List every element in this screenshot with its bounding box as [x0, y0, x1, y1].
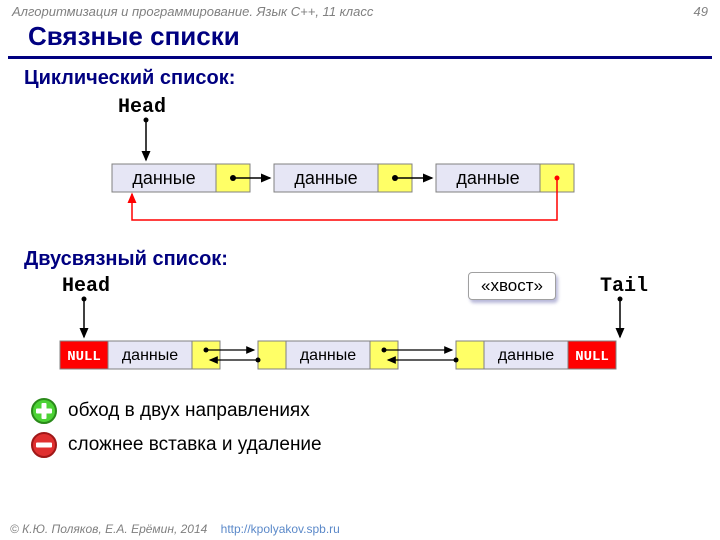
svg-text:данные: данные: [456, 168, 519, 188]
svg-text:данные: данные: [300, 347, 356, 364]
svg-text:данные: данные: [132, 168, 195, 188]
course-name: Алгоритмизация и программирование. Язык …: [12, 4, 373, 19]
svg-text:данные: данные: [498, 347, 554, 364]
benefit-minus-row: сложнее вставка и удаление: [0, 431, 720, 459]
footer-copyright: © К.Ю. Поляков, Е.А. Ерёмин, 2014: [10, 522, 207, 536]
page-title: Связные списки: [8, 21, 712, 59]
minus-icon: [30, 431, 58, 459]
svg-text:данные: данные: [294, 168, 357, 188]
page-number: 49: [694, 4, 708, 19]
benefit-minus-text: сложнее вставка и удаление: [68, 434, 322, 456]
svg-text:NULL: NULL: [67, 349, 101, 365]
doubly-tail-label: Tail: [600, 275, 648, 298]
circular-head-label: Head: [118, 96, 166, 119]
doubly-diagram: Head Tail NULL данные данные данные NULL: [0, 271, 720, 391]
header-bar: Алгоритмизация и программирование. Язык …: [0, 0, 720, 21]
benefit-plus-text: обход в двух направлениях: [68, 400, 310, 422]
footer: © К.Ю. Поляков, Е.А. Ерёмин, 2014 http:/…: [10, 522, 340, 536]
circular-diagram: Head данные данные данные: [0, 90, 720, 240]
svg-text:данные: данные: [122, 347, 178, 364]
benefit-plus-row: обход в двух направлениях: [0, 397, 720, 425]
footer-url: http://kpolyakov.spb.ru: [221, 522, 340, 536]
doubly-title: Двусвязный список:: [0, 248, 720, 271]
circular-title: Циклический список:: [0, 67, 720, 90]
doubly-head-label: Head: [62, 275, 110, 298]
plus-icon: [30, 397, 58, 425]
svg-text:NULL: NULL: [575, 349, 609, 365]
tail-callout: «хвост»: [468, 272, 556, 300]
